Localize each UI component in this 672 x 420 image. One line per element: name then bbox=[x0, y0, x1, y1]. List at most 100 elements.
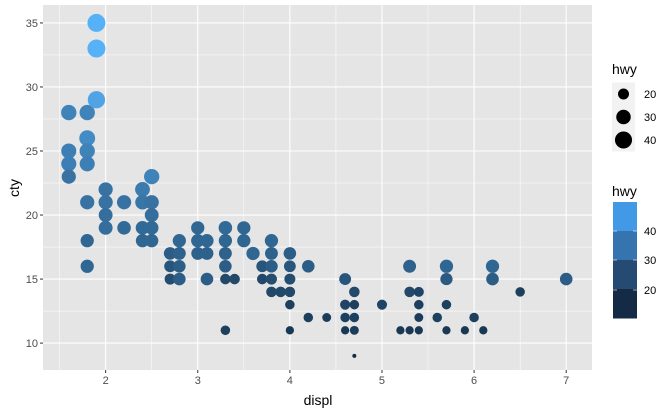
data-point bbox=[135, 182, 150, 197]
x-tick-label: 2 bbox=[103, 375, 109, 387]
data-point bbox=[144, 168, 160, 185]
data-point bbox=[98, 220, 113, 235]
data-point bbox=[80, 259, 94, 273]
colorbar-band bbox=[613, 231, 637, 261]
data-point bbox=[87, 13, 106, 32]
data-point bbox=[173, 272, 186, 286]
data-point bbox=[219, 259, 232, 273]
data-point bbox=[218, 246, 232, 260]
data-point bbox=[339, 273, 352, 285]
data-point bbox=[172, 246, 186, 260]
data-point bbox=[218, 234, 233, 248]
data-point bbox=[229, 273, 240, 285]
data-point bbox=[440, 272, 453, 286]
colorbar-band bbox=[613, 202, 637, 232]
data-point bbox=[340, 326, 350, 335]
data-point bbox=[61, 156, 77, 172]
data-point bbox=[256, 273, 268, 285]
size-legend-symbol bbox=[614, 131, 633, 149]
y-tick-label: 20 bbox=[26, 210, 38, 222]
x-tick-label: 5 bbox=[379, 375, 385, 387]
data-point bbox=[246, 246, 260, 261]
data-point bbox=[172, 234, 186, 248]
colorbar-label: 30 bbox=[644, 255, 656, 267]
data-point bbox=[200, 272, 214, 286]
data-point bbox=[135, 234, 150, 248]
data-point bbox=[144, 195, 159, 210]
data-point bbox=[284, 273, 296, 285]
data-point bbox=[439, 259, 454, 273]
data-point bbox=[414, 299, 424, 310]
data-point bbox=[163, 247, 177, 260]
data-point bbox=[98, 195, 113, 210]
data-point bbox=[264, 234, 279, 248]
color-legend: hwy 20 30 40 bbox=[612, 183, 656, 319]
data-point bbox=[144, 208, 159, 222]
x-tick-label: 7 bbox=[563, 375, 569, 387]
data-point bbox=[87, 39, 106, 58]
data-point bbox=[200, 246, 214, 260]
data-point bbox=[79, 104, 95, 121]
data-point bbox=[117, 221, 131, 235]
colorbar-band bbox=[613, 260, 637, 290]
data-point bbox=[479, 326, 488, 335]
data-point bbox=[218, 221, 233, 235]
data-point bbox=[404, 286, 415, 298]
data-point bbox=[352, 353, 357, 358]
data-point bbox=[349, 286, 360, 298]
data-point bbox=[486, 272, 499, 286]
data-point bbox=[145, 234, 159, 248]
data-point bbox=[302, 259, 315, 273]
x-tick-label: 6 bbox=[471, 375, 477, 387]
data-points bbox=[61, 13, 573, 358]
data-point bbox=[349, 325, 359, 335]
data-point bbox=[460, 326, 470, 335]
data-point bbox=[61, 169, 76, 184]
data-point bbox=[164, 273, 176, 285]
data-point bbox=[303, 312, 314, 323]
data-point bbox=[405, 326, 414, 335]
y-tick-label: 25 bbox=[26, 146, 38, 158]
data-point bbox=[80, 234, 94, 248]
data-point bbox=[79, 156, 95, 172]
data-point bbox=[98, 208, 113, 222]
colorbar-label: 20 bbox=[644, 285, 656, 297]
data-point bbox=[349, 312, 360, 323]
x-axis-title: displ bbox=[304, 392, 333, 408]
color-legend-title: hwy bbox=[612, 183, 637, 199]
size-legend: hwy 20 30 40 bbox=[612, 61, 656, 152]
y-axis-title: cty bbox=[6, 179, 22, 197]
data-point bbox=[87, 91, 106, 109]
y-tick-label: 35 bbox=[26, 18, 38, 30]
data-point bbox=[376, 299, 388, 310]
data-point bbox=[220, 273, 231, 285]
data-point bbox=[116, 195, 132, 210]
data-point bbox=[283, 247, 297, 260]
data-point bbox=[265, 273, 277, 285]
data-point bbox=[322, 313, 332, 322]
size-legend-symbol bbox=[618, 88, 629, 100]
size-legend-title: hwy bbox=[612, 61, 637, 77]
data-point bbox=[61, 143, 77, 159]
data-point bbox=[265, 259, 278, 273]
data-point bbox=[559, 272, 573, 286]
data-point bbox=[515, 287, 525, 297]
colorbar-label: 40 bbox=[644, 226, 656, 238]
data-point bbox=[432, 312, 443, 323]
data-point bbox=[173, 259, 186, 273]
data-point bbox=[80, 195, 95, 210]
data-point bbox=[191, 246, 205, 260]
size-legend-symbol bbox=[616, 109, 631, 125]
data-point bbox=[340, 312, 350, 323]
axes: 2 3 4 5 6 7 10 15 20 25 30 35 bbox=[26, 18, 570, 387]
data-point bbox=[285, 299, 295, 310]
size-legend-label: 40 bbox=[644, 135, 656, 147]
data-point bbox=[200, 234, 214, 248]
data-point bbox=[485, 259, 500, 273]
data-point bbox=[441, 299, 452, 310]
y-tick-label: 15 bbox=[26, 274, 38, 286]
plot-panel bbox=[43, 5, 592, 370]
data-point bbox=[285, 326, 295, 335]
data-point bbox=[164, 260, 177, 273]
data-point bbox=[414, 326, 423, 335]
